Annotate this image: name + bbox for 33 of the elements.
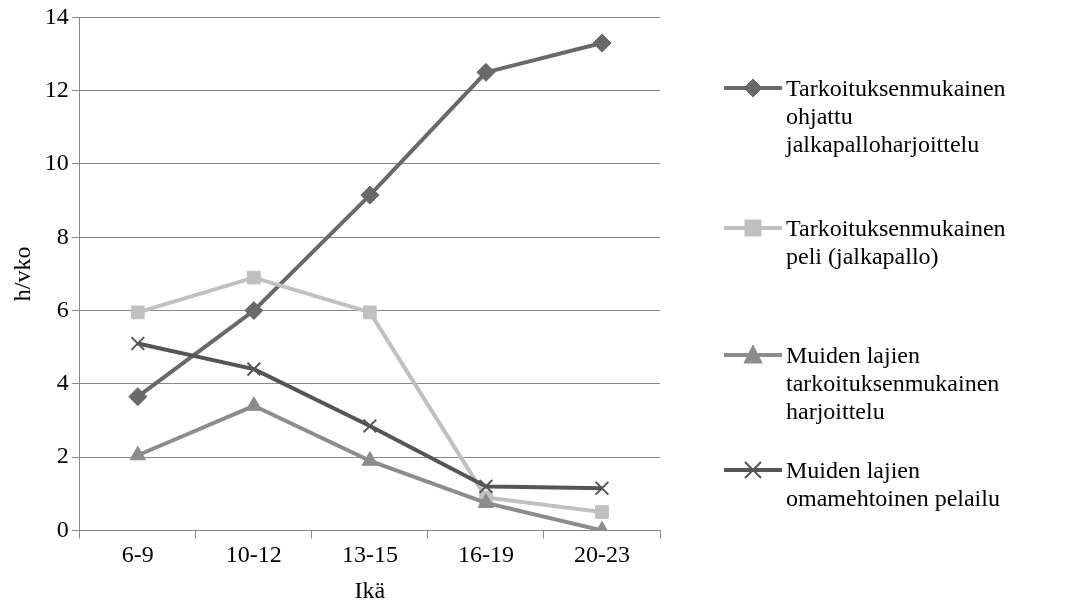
y-tick-label: 4 — [56, 369, 69, 396]
legend-label: Muiden lajien tarkoituksenmukainen harjoittelu — [786, 341, 1001, 425]
point — [478, 479, 494, 494]
point — [130, 305, 145, 320]
point — [360, 185, 380, 205]
y-tick-label: 2 — [56, 442, 69, 469]
point — [246, 361, 262, 377]
y-tick-label: 0 — [56, 515, 69, 542]
y-tick-label: 6 — [56, 295, 69, 322]
legend-label: Tarkoituksenmukainen ohjattu jalkapalloharjoittelu — [786, 74, 1007, 158]
x-axis-title: Ikä — [354, 576, 386, 603]
point — [594, 480, 610, 496]
point — [247, 270, 261, 285]
y-tick-label: 8 — [56, 222, 69, 249]
x-tick-label: 13-15 — [341, 541, 398, 568]
x-tick-label: 6-9 — [121, 541, 154, 568]
point — [128, 387, 148, 407]
legend-label: Tarkoituksenmukainen peli (jalkapallo) — [786, 214, 1007, 270]
y-tick-label: 10 — [44, 149, 69, 176]
point — [130, 336, 146, 351]
x-tick-label: 10-12 — [225, 541, 282, 568]
x-tick-label: 20-23 — [573, 541, 630, 568]
point — [595, 505, 609, 519]
point — [592, 33, 612, 53]
x-tick-label: 16-19 — [457, 541, 514, 568]
y-tick-label: 14 — [44, 2, 69, 29]
y-axis-title: h/vko — [8, 246, 35, 302]
point — [362, 418, 378, 434]
y-tick-label: 12 — [44, 75, 69, 102]
point — [476, 62, 496, 82]
point — [244, 301, 264, 321]
legend-label: Muiden lajien omamehtoinen pelailu — [786, 456, 1001, 512]
point — [363, 305, 377, 320]
